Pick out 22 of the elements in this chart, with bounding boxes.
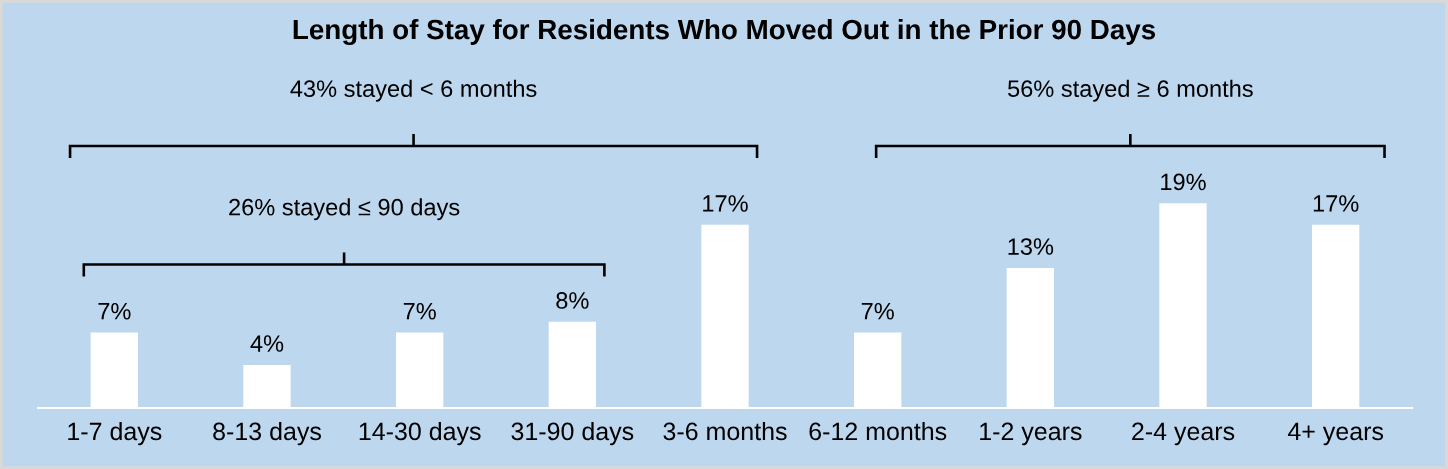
- x-tick-label: 6-12 months: [809, 421, 947, 441]
- data-label: 7%: [98, 302, 131, 320]
- data-label: 4%: [250, 335, 284, 352]
- x-tick-label: 1-7 days: [68, 421, 162, 446]
- text: 56% stayed ≥ 6 months: [1007, 79, 1253, 102]
- x-tick-label: 31-90 days: [511, 421, 634, 446]
- x-tick-label: 3-6 months: [663, 421, 787, 441]
- x-tick-label: 2-4 years: [1132, 422, 1235, 446]
- data-label: 17%: [703, 195, 748, 212]
- x-tick-label: 8-13 days: [213, 421, 321, 446]
- x-tick-label: 14-30 days: [359, 421, 481, 446]
- x-tick-label: 4+ years: [1287, 422, 1384, 446]
- data-label: 17%: [1313, 195, 1359, 212]
- data-label: 7%: [861, 302, 894, 320]
- x-tick-label: 1-2 years: [980, 422, 1082, 446]
- data-label: 19%: [1161, 173, 1206, 191]
- chart-title: Length of Stay for Residents Who Moved Out in the Prior 90 Days: [293, 18, 1156, 46]
- text: 43% stayed < 6 months: [290, 79, 537, 102]
- data-label: 13%: [1008, 238, 1054, 255]
- annotation: 26% stayed ≤ 90 days: [229, 198, 460, 221]
- data-label: 8%: [556, 292, 589, 309]
- data-label: 7%: [403, 302, 436, 320]
